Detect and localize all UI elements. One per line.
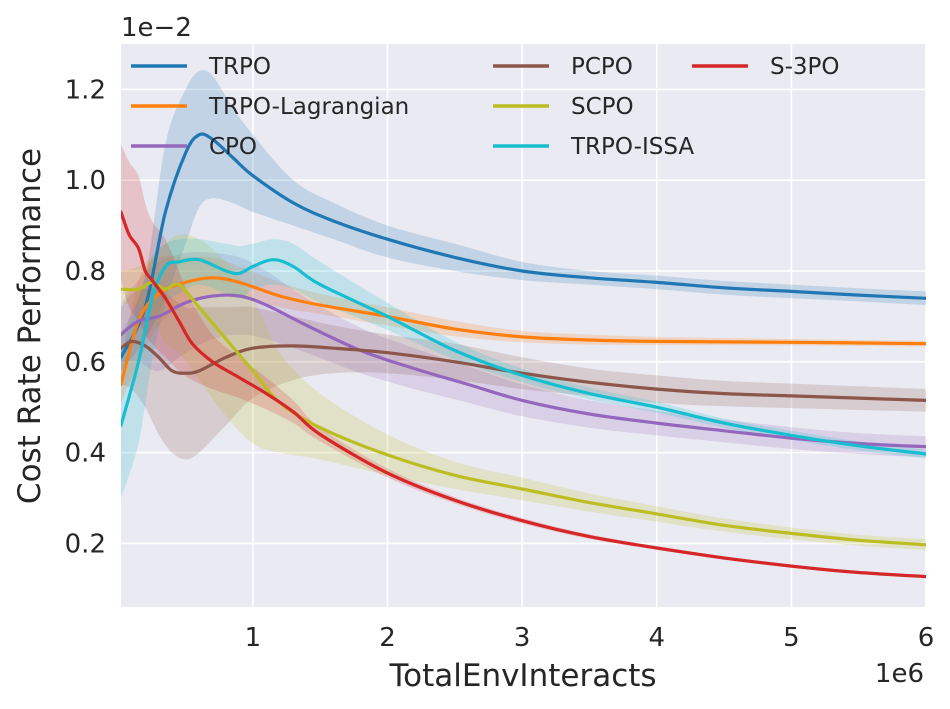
legend-item-scpo: SCPO	[493, 94, 634, 120]
line-scpo	[121, 280, 926, 547]
x-tick-label: 5	[783, 623, 800, 653]
line-cpo	[121, 293, 926, 449]
y-tick-label: 0.8	[65, 257, 106, 287]
legend-item-trpo: TRPO	[131, 54, 271, 80]
band-trpo-lagrangian	[121, 255, 926, 403]
band-trpo-issa	[121, 238, 926, 499]
line-pcpo	[121, 339, 926, 402]
y-tick-label: 0.4	[65, 439, 106, 469]
band-scpo	[121, 234, 926, 551]
legend-label: CPO	[209, 134, 257, 160]
line-s-3po	[121, 210, 926, 579]
x-tick-label: 2	[379, 623, 396, 653]
legend-item-trpo-issa: TRPO-ISSA	[493, 134, 694, 160]
confidence-bands	[121, 70, 926, 578]
legend-item-trpo-lagrangian: TRPO-Lagrangian	[131, 94, 409, 120]
y-multiplier-label: 1e−2	[121, 13, 192, 43]
x-tick-labels: 1 2 3 4 5 6	[245, 623, 935, 653]
x-multiplier-label: 1e6	[875, 659, 924, 689]
line-trpo	[121, 132, 926, 359]
legend-item-s-3po: S-3PO	[692, 54, 840, 80]
legend: TRPO TRPO-Lagrangian CPO PCPO SCPO TRPO-ISSA S…	[131, 54, 840, 160]
x-tick-label: 3	[514, 623, 531, 653]
y-tick-label: 0.6	[65, 348, 106, 378]
x-axis-label: TotalEnvInteracts	[388, 658, 656, 694]
legend-label: TRPO	[208, 54, 271, 80]
legend-item-cpo: CPO	[131, 134, 257, 160]
series-lines	[121, 132, 926, 579]
line-trpo-issa	[121, 257, 926, 456]
band-trpo	[121, 70, 926, 371]
y-axis-label: Cost Rate Performance	[12, 148, 48, 504]
y-tick-label: 1.2	[65, 75, 106, 105]
x-tick-label: 6	[918, 623, 935, 653]
legend-label: TRPO-ISSA	[570, 134, 694, 160]
legend-label: S-3PO	[770, 54, 840, 80]
legend-item-pcpo: PCPO	[493, 54, 633, 80]
y-tick-label: 0.2	[65, 529, 106, 559]
legend-label: SCPO	[571, 94, 634, 120]
y-tick-label: 1.0	[65, 166, 106, 196]
legend-label: TRPO-Lagrangian	[208, 94, 409, 120]
legend-label: PCPO	[571, 54, 633, 80]
x-tick-label: 4	[648, 623, 665, 653]
x-tick-label: 1	[245, 623, 262, 653]
y-tick-labels: 0.2 0.4 0.6 0.8 1.0 1.2	[65, 75, 106, 559]
band-cpo	[121, 251, 926, 458]
